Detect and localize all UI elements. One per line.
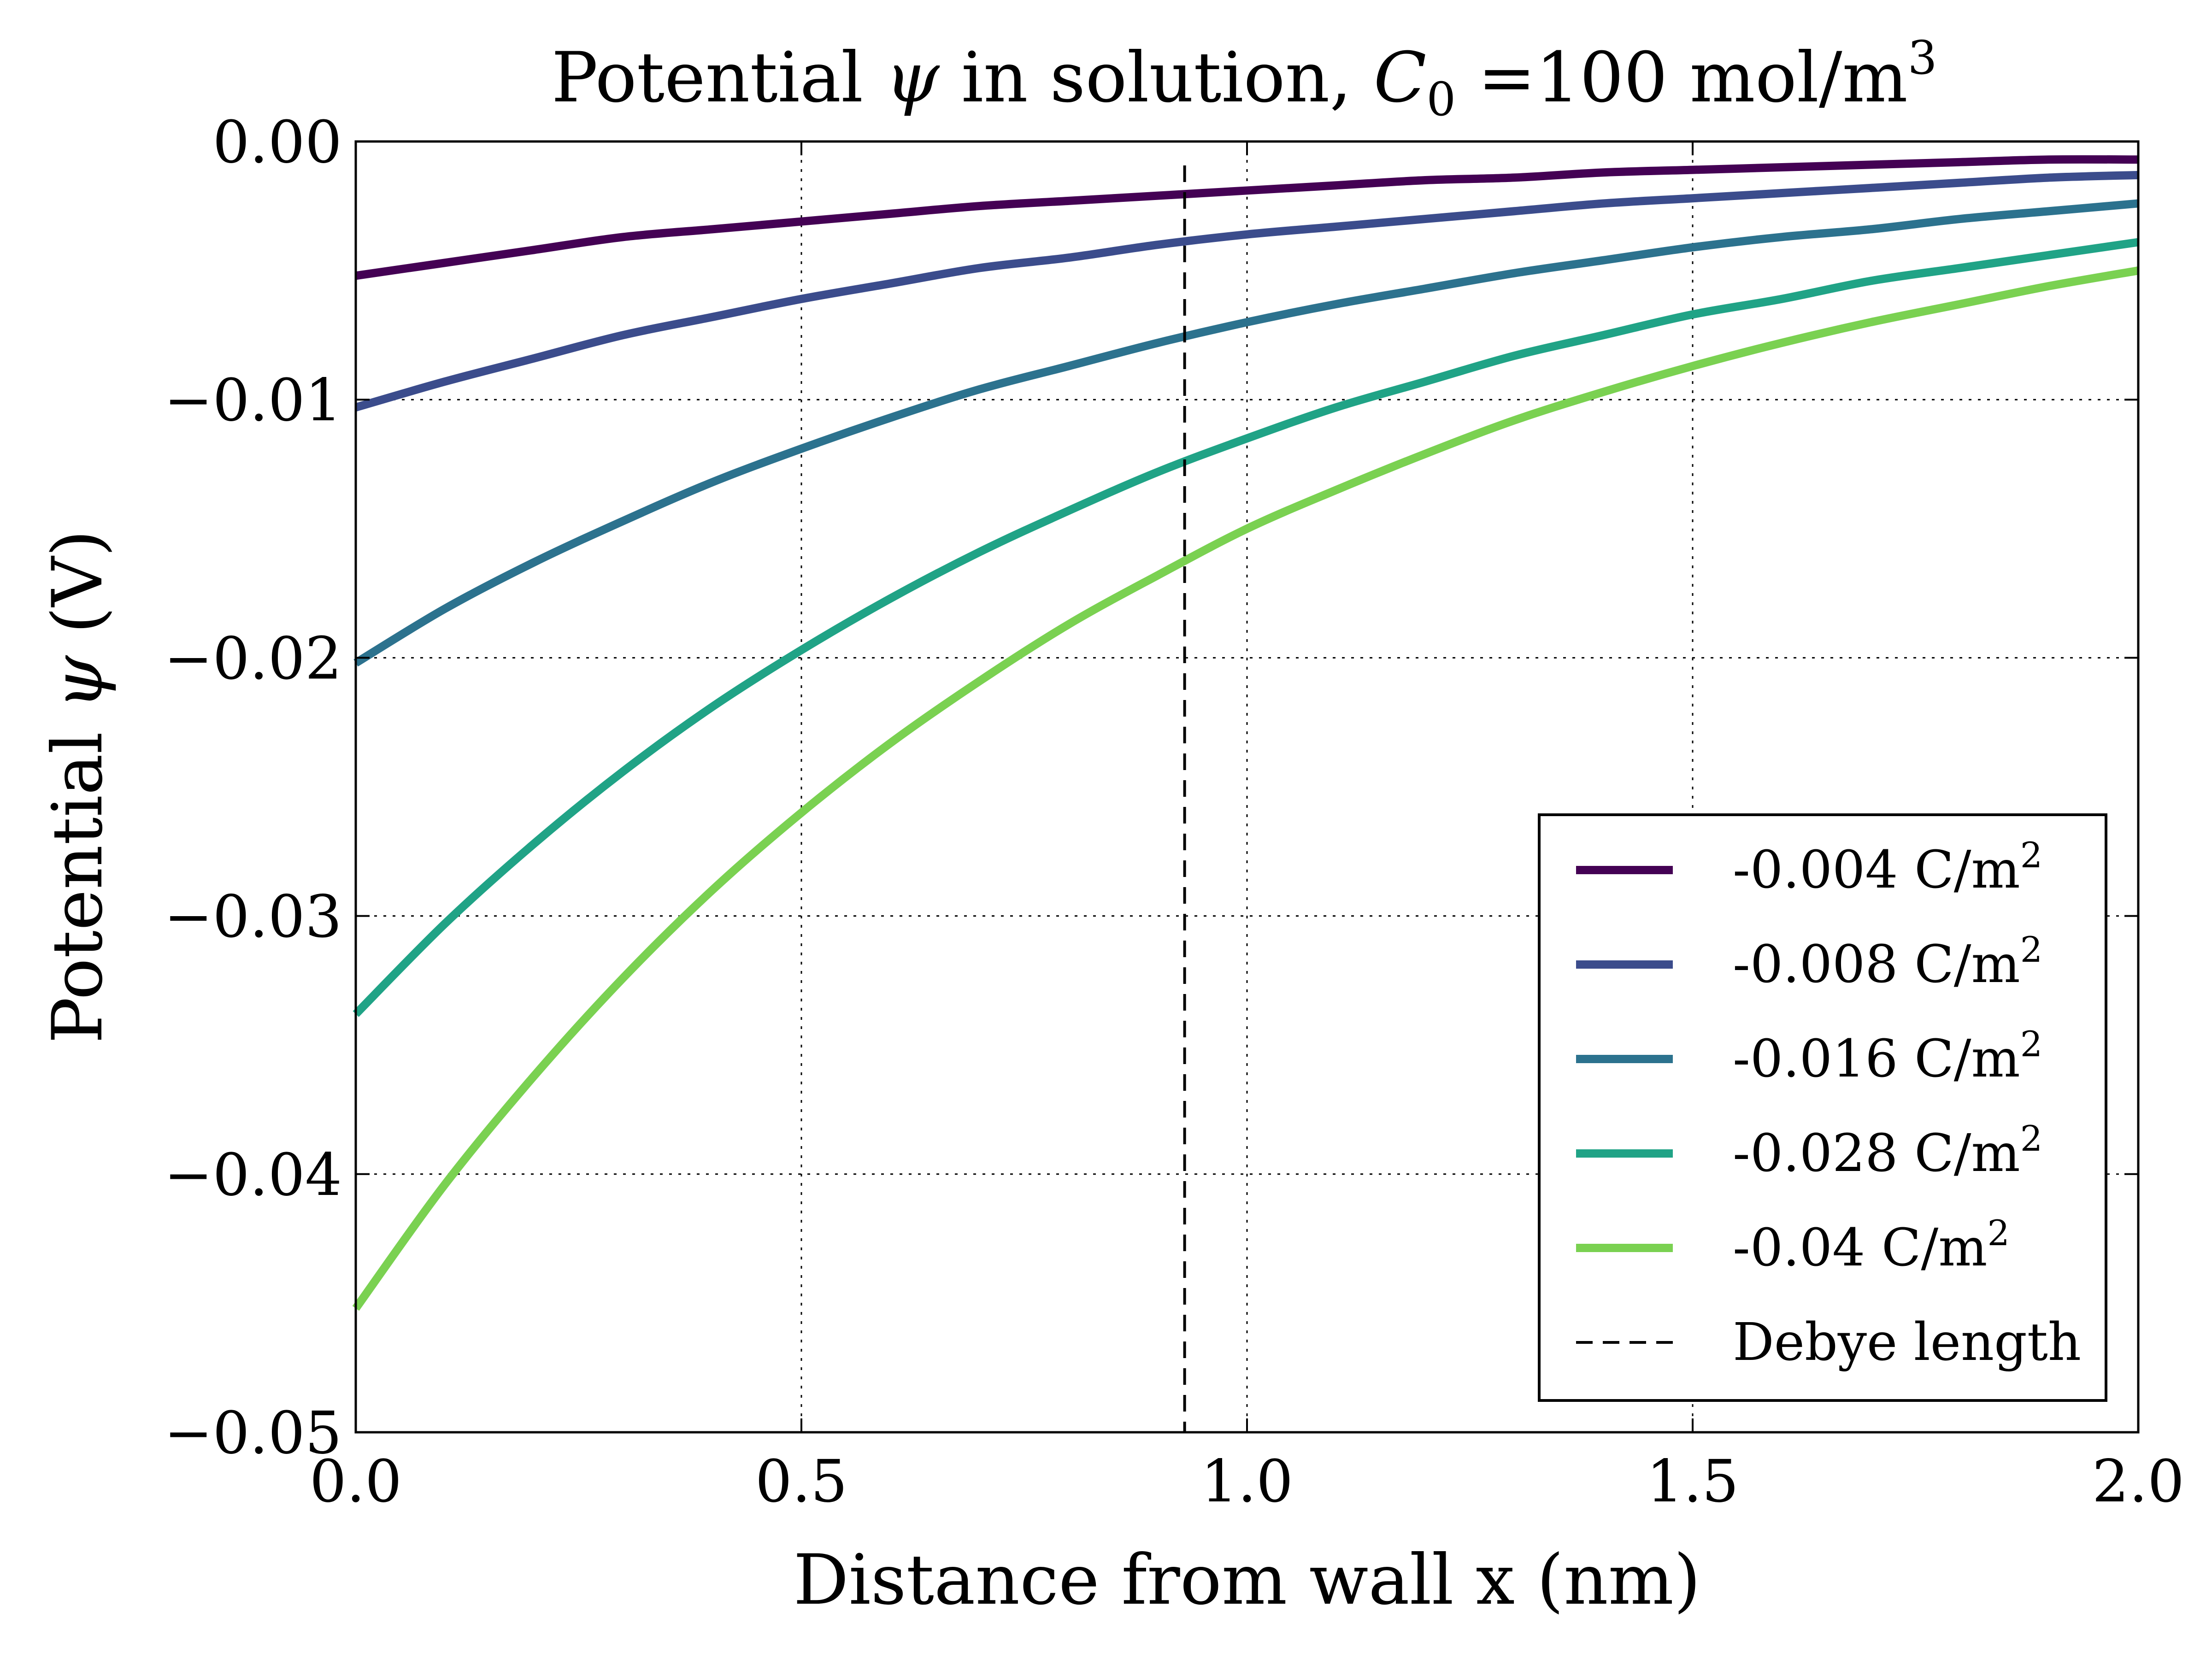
x-tick-label: 0.5 <box>755 1447 847 1515</box>
title-c: C <box>1374 38 1427 118</box>
legend-label-2: -0.008 C/m2 <box>1733 929 2042 994</box>
x-tick-label: 1.5 <box>1647 1447 1739 1515</box>
chart-title: Potential ψ in solution, C0 =100 mol/m3 <box>552 31 1937 126</box>
x-tick-label: 2.0 <box>2092 1447 2184 1515</box>
title-psi: ψ <box>885 38 940 118</box>
series-line-2 <box>354 171 2139 412</box>
series-line-4 <box>353 238 2139 1017</box>
x-tick-label: 1.0 <box>1201 1447 1293 1515</box>
x-axis-label: Distance from wall x (nm) <box>793 1540 1700 1620</box>
ticks <box>355 141 2139 1433</box>
legend-label-3: -0.016 C/m2 <box>1733 1024 2042 1089</box>
y-axis-label-suffix: (V) <box>38 530 118 656</box>
y-axis-label-psi: ψ <box>38 655 118 710</box>
legend-label-5: -0.04 C/m2 <box>1733 1212 2010 1278</box>
legend-label-6: Debye length <box>1733 1312 2081 1372</box>
y-tick-label: −0.01 <box>164 366 342 434</box>
y-tick-label: −0.04 <box>164 1141 342 1209</box>
title-middle: in solution, <box>939 38 1373 118</box>
x-tick-labels: 0.0 0.5 1.0 1.5 2.0 <box>310 1447 2184 1515</box>
series-line-1 <box>355 155 2139 280</box>
legend: -0.004 C/m2 -0.008 C/m2 -0.016 C/m2 -0.028 … <box>1538 813 2107 1402</box>
legend-label-1: -0.004 C/m2 <box>1733 835 2042 900</box>
y-tick-labels: 0.00 −0.01 −0.02 −0.03 −0.04 −0.05 <box>164 108 342 1467</box>
title-suffix: =100 mol/m <box>1456 38 1908 118</box>
y-tick-label: −0.05 <box>164 1399 342 1467</box>
legend-box <box>1538 813 2107 1402</box>
x-tick-label: 0.0 <box>310 1447 402 1515</box>
y-tick-label: 0.00 <box>212 108 342 176</box>
legend-label-4: -0.028 C/m2 <box>1733 1118 2042 1183</box>
y-tick-label: −0.03 <box>164 883 342 951</box>
y-axis-label: Potential ψ (V) <box>38 530 118 1044</box>
series-line-5 <box>352 266 2139 1311</box>
title-prefix: Potential <box>552 38 863 118</box>
y-tick-label: −0.02 <box>164 624 342 692</box>
series-layer <box>352 155 2139 1311</box>
title-suffix-superscript: 3 <box>1908 31 1937 85</box>
title-c-subscript: 0 <box>1427 72 1456 126</box>
series-line-3 <box>353 199 2139 667</box>
y-axis-label-prefix: Potential <box>38 710 118 1043</box>
